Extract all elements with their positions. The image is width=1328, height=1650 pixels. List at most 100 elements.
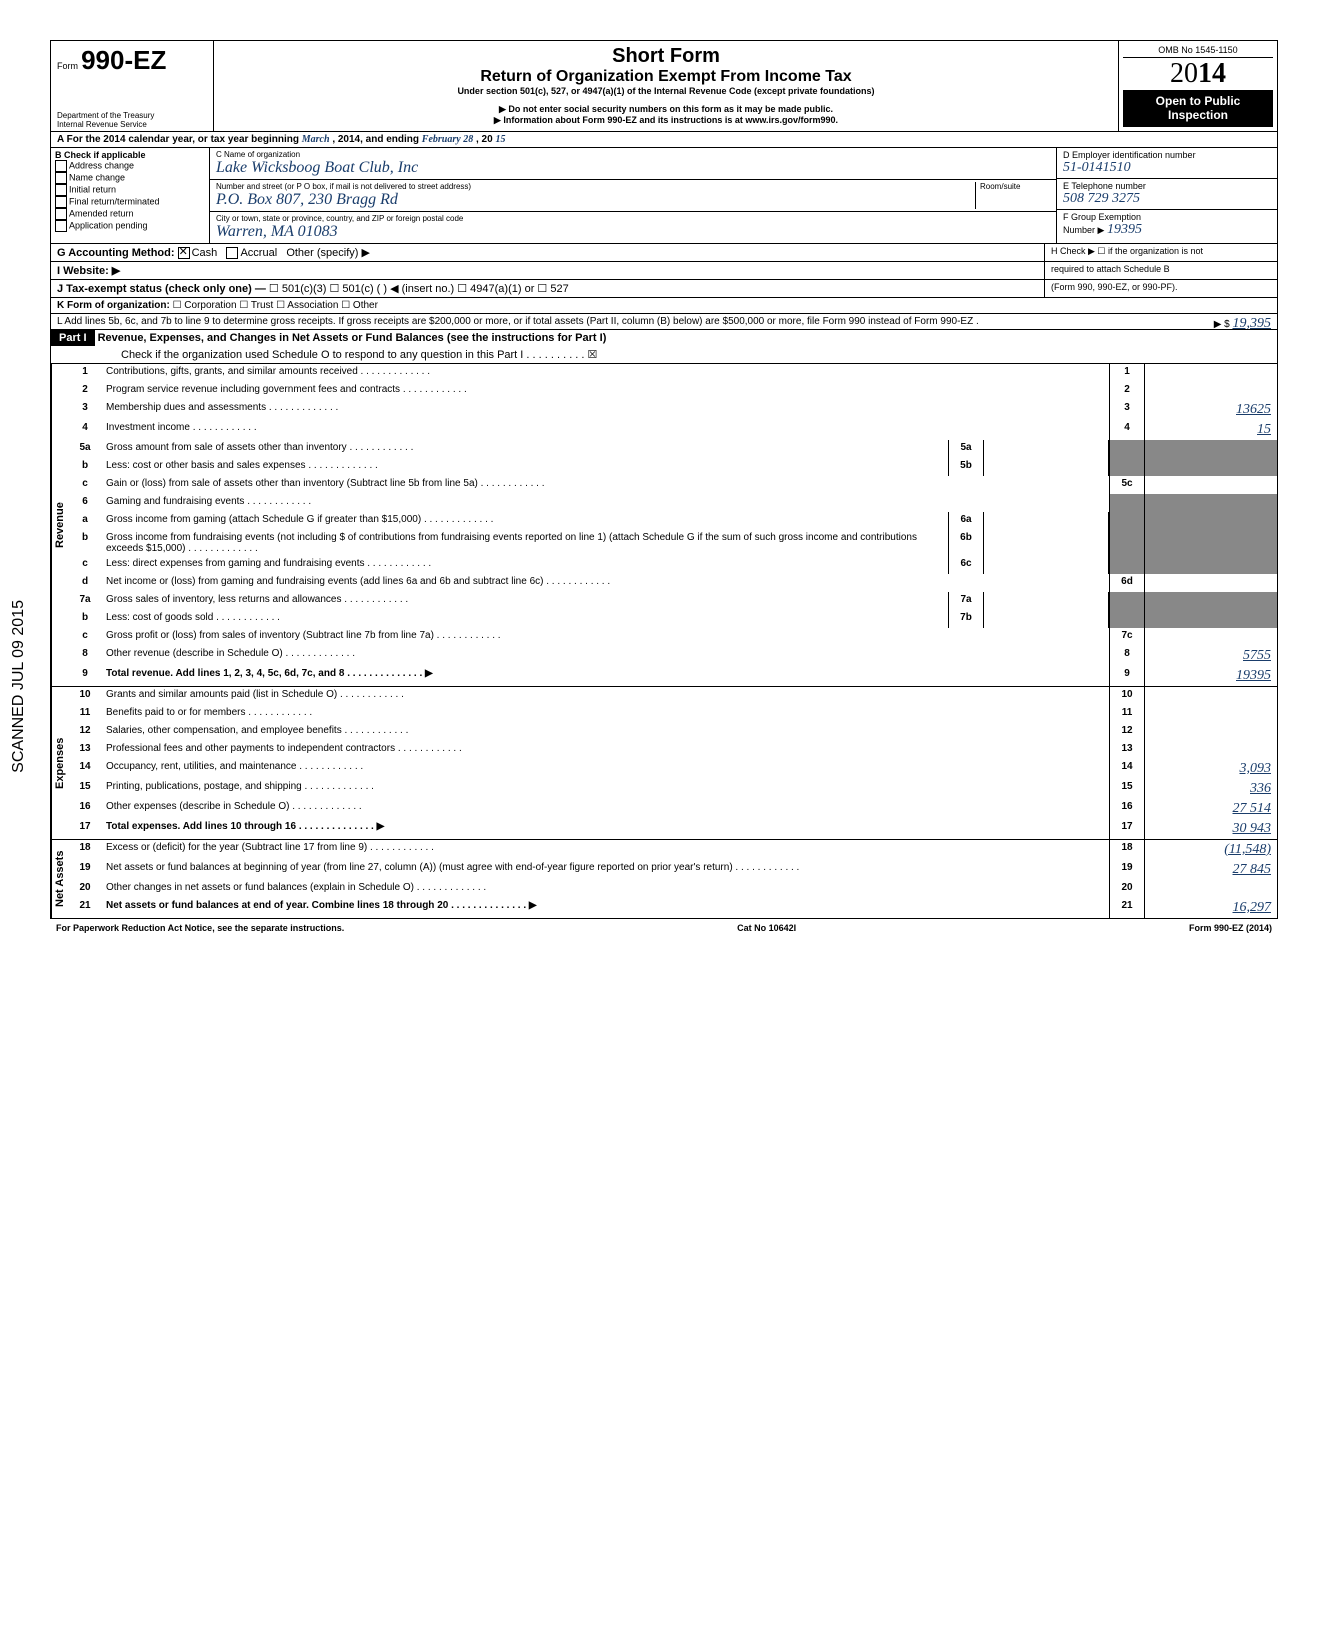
row-l: L Add lines 5b, 6c, and 7b to line 9 to …: [51, 314, 1277, 330]
mid-box-val: [984, 440, 1109, 458]
chk-app-pending[interactable]: [55, 220, 67, 232]
line-21: 21Net assets or fund balances at end of …: [68, 898, 1277, 918]
line-8: 8Other revenue (describe in Schedule O) …: [68, 646, 1277, 666]
addr-label: Number and street (or P O box, if mail i…: [216, 182, 975, 191]
line-box-val: 27 514: [1145, 799, 1277, 819]
line-num: 13: [68, 741, 102, 759]
line-text: Less: direct expenses from gaming and fu…: [102, 556, 948, 574]
chk-cash[interactable]: [178, 247, 190, 259]
line-box-num-shaded: [1109, 530, 1145, 556]
line-text: Gross amount from sale of assets other t…: [102, 440, 948, 458]
line-box-num-shaded: [1109, 512, 1145, 530]
line-num: a: [68, 512, 102, 530]
line-box-val: [1145, 723, 1277, 741]
line-20: 20Other changes in net assets or fund ba…: [68, 880, 1277, 898]
part1-header-row: Part I Revenue, Expenses, and Changes in…: [51, 330, 1277, 364]
line-box-num: 4: [1109, 420, 1145, 440]
line-num: 1: [68, 364, 102, 382]
line-text: Total expenses. Add lines 10 through 16 …: [102, 819, 1109, 839]
line-text: Professional fees and other payments to …: [102, 741, 1109, 759]
identity-block: B Check if applicable Address change Nam…: [51, 148, 1277, 244]
h-l2: required to attach Schedule B: [1045, 262, 1277, 279]
line-box-val: [1145, 628, 1277, 646]
line-box-num: 2: [1109, 382, 1145, 400]
title-under: Under section 501(c), 527, or 4947(a)(1)…: [222, 86, 1110, 96]
tax-year: 2014: [1123, 58, 1273, 90]
line-box-val: [1145, 476, 1277, 494]
line-3: 3Membership dues and assessments . . . .…: [68, 400, 1277, 420]
org-name-label: C Name of organization: [216, 150, 1050, 159]
part1-badge: Part I: [51, 330, 95, 346]
line-num: d: [68, 574, 102, 592]
line-num: 21: [68, 898, 102, 918]
part1-check: Check if the organization used Schedule …: [51, 346, 1277, 363]
mid-box-num: 5b: [948, 458, 984, 476]
mid-box-num: 6b: [948, 530, 984, 556]
chk-initial-return[interactable]: [55, 184, 67, 196]
row-k: K Form of organization: ☐ Corporation ☐ …: [51, 298, 1277, 314]
chk-final-return[interactable]: [55, 196, 67, 208]
line-text: Less: cost of goods sold . . . . . . . .…: [102, 610, 948, 628]
tax-status-label: J Tax-exempt status (check only one) —: [57, 283, 266, 295]
accounting-label: G Accounting Method:: [57, 247, 175, 259]
line-box-val: 16,297: [1145, 898, 1277, 918]
line-box-val-shaded: [1145, 494, 1277, 512]
line-18: 18Excess or (deficit) for the year (Subt…: [68, 840, 1277, 860]
line-text: Salaries, other compensation, and employ…: [102, 723, 1109, 741]
line-num: 2: [68, 382, 102, 400]
group-num-label: Number ▶: [1063, 225, 1104, 235]
line-15: 15Printing, publications, postage, and s…: [68, 779, 1277, 799]
line-num: 15: [68, 779, 102, 799]
line-box-val: 19395: [1145, 666, 1277, 686]
line-box-num-shaded: [1109, 610, 1145, 628]
room-label: Room/suite: [980, 182, 1050, 191]
ein-label: D Employer identification number: [1063, 150, 1271, 160]
line-text: Contributions, gifts, grants, and simila…: [102, 364, 1109, 382]
chk-address-change[interactable]: [55, 160, 67, 172]
line-text: Gross sales of inventory, less returns a…: [102, 592, 948, 610]
line-num: 5a: [68, 440, 102, 458]
line-16: 16Other expenses (describe in Schedule O…: [68, 799, 1277, 819]
line-box-val: 5755: [1145, 646, 1277, 666]
mid-box-num: 6a: [948, 512, 984, 530]
section-b: B Check if applicable Address change Nam…: [51, 148, 210, 243]
form-footer: For Paperwork Reduction Act Notice, see …: [50, 919, 1278, 937]
line-num: c: [68, 556, 102, 574]
line-box-num: 20: [1109, 880, 1145, 898]
group-hand: 19395: [1107, 222, 1142, 237]
inspection-badge: Open to Public Inspection: [1123, 90, 1273, 127]
line-text: Gross income from fundraising events (no…: [102, 530, 948, 556]
line-text: Occupancy, rent, utilities, and maintena…: [102, 759, 1109, 779]
line-text: Gross profit or (loss) from sales of inv…: [102, 628, 1109, 646]
netassets-label: Net Assets: [51, 840, 68, 918]
line-text: Grants and similar amounts paid (list in…: [102, 687, 1109, 705]
chk-name-change[interactable]: [55, 172, 67, 184]
line-box-val: [1145, 574, 1277, 592]
line-text: Gaming and fundraising events . . . . . …: [102, 494, 1109, 512]
line-box-num-shaded: [1109, 440, 1145, 458]
line-text: Other revenue (describe in Schedule O) .…: [102, 646, 1109, 666]
omb-number: OMB No 1545-1150: [1123, 45, 1273, 58]
line-box-val: 15: [1145, 420, 1277, 440]
line-box-num-shaded: [1109, 458, 1145, 476]
title-main: Return of Organization Exempt From Incom…: [222, 68, 1110, 86]
h-l3: (Form 990, 990-EZ, or 990-PF).: [1045, 280, 1277, 297]
form-header: Form 990-EZ Department of the Treasury I…: [51, 41, 1277, 132]
line-5a: 5aGross amount from sale of assets other…: [68, 440, 1277, 458]
line-text: Net income or (loss) from gaming and fun…: [102, 574, 1109, 592]
chk-amended[interactable]: [55, 208, 67, 220]
warn-ssn: ▶ Do not enter social security numbers o…: [222, 104, 1110, 115]
tax-status-opts: ☐ 501(c)(3) ☐ 501(c) ( ) ◀ (insert no.) …: [269, 283, 569, 295]
line-box-num: 12: [1109, 723, 1145, 741]
form-prefix: Form: [57, 61, 78, 71]
mid-box-val: [984, 556, 1109, 574]
line-num: 12: [68, 723, 102, 741]
chk-accrual[interactable]: [226, 247, 238, 259]
line-num: 19: [68, 860, 102, 880]
warn-info: ▶ Information about Form 990-EZ and its …: [222, 115, 1110, 126]
line-text: Less: cost or other basis and sales expe…: [102, 458, 948, 476]
line-c: cLess: direct expenses from gaming and f…: [68, 556, 1277, 574]
line-box-val: 30 943: [1145, 819, 1277, 839]
line-text: Benefits paid to or for members . . . . …: [102, 705, 1109, 723]
mid-box-val: [984, 530, 1109, 556]
